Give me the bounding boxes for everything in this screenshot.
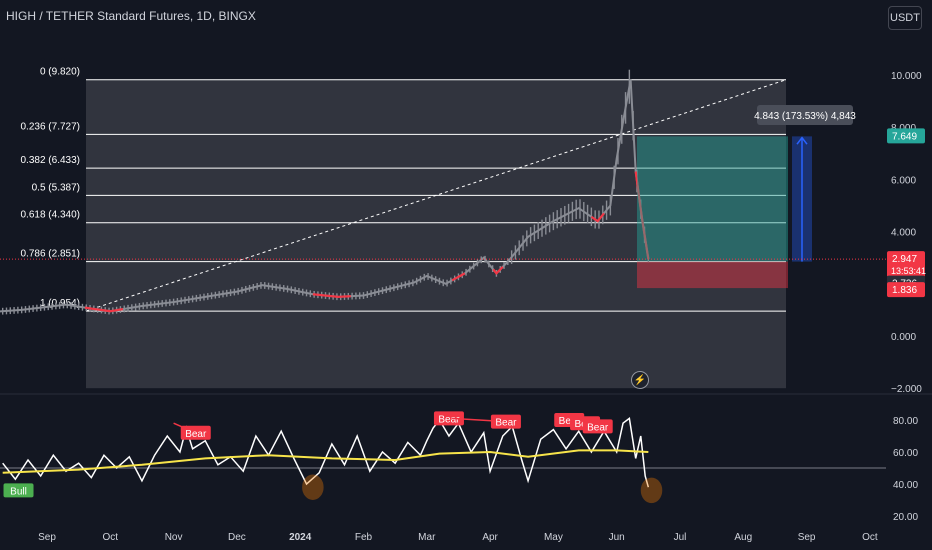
price-tag-label: 7.649 — [892, 131, 917, 142]
rsi-pane: BearBearBearBearBearBearBull — [0, 411, 886, 504]
divergence-label: Bear — [438, 414, 460, 425]
long-position-tool[interactable] — [637, 136, 788, 289]
time-axis-tick: Mar — [418, 532, 436, 543]
price-axis-tick: 6.000 — [891, 175, 916, 186]
time-axis-tick: Nov — [165, 532, 183, 543]
price-axis-tick: −2.000 — [891, 384, 922, 395]
fib-trend-line[interactable] — [85, 79, 787, 312]
fib-level-label: 0.382 (6.433) — [21, 155, 81, 166]
down-candles — [451, 272, 466, 282]
measure-label-box — [757, 105, 853, 125]
down-candles — [312, 293, 351, 298]
time-axis-tick: Feb — [355, 532, 373, 543]
divergence-badge — [490, 414, 521, 429]
price-axis-tick: 0.000 — [891, 332, 916, 343]
time-axis-tick: Jul — [674, 532, 687, 543]
time-axis-tick: Oct — [103, 532, 119, 543]
rsi-axis-tick: 80.00 — [893, 416, 918, 427]
price-axis-tick: 10.000 — [891, 71, 922, 82]
divergence-label: Bear — [185, 429, 207, 440]
chart-title: HIGH / TETHER Standard Futures, 1D, BING… — [6, 9, 256, 23]
time-axis-tick: Sep — [798, 532, 816, 543]
rsi-axis-tick: 20.00 — [893, 512, 918, 523]
time-axis-tick: Apr — [482, 532, 498, 543]
down-candles — [492, 266, 504, 276]
loss-zone[interactable] — [637, 261, 788, 289]
divergence-badge — [180, 425, 211, 440]
rsi-axis-tick: 60.00 — [893, 448, 918, 459]
time-axis-tick: Jun — [609, 532, 625, 543]
countdown-label: 13:53:41 — [891, 266, 926, 276]
fib-background — [86, 79, 786, 389]
down-candles — [84, 306, 124, 313]
divergence-label: Bull — [10, 486, 27, 497]
time-axis-tick: Aug — [734, 532, 752, 543]
time-axis-tick: Oct — [862, 532, 878, 543]
currency-button[interactable]: USDT — [888, 6, 922, 30]
time-axis-tick: 2024 — [289, 532, 312, 543]
divergence-circle — [302, 474, 324, 500]
rsi-ma-line — [2, 449, 649, 474]
price-axis-tick: 4.000 — [891, 228, 916, 239]
time-axis-tick: Dec — [228, 532, 246, 543]
rsi-line — [2, 417, 650, 488]
fib-level-label: 0.618 (4.340) — [21, 210, 81, 221]
measure-label: 4.843 (173.53%) 4,843 — [754, 111, 856, 122]
time-axis-tick: May — [544, 532, 563, 543]
down-candles — [634, 171, 650, 260]
fib-retracement[interactable]: 0 (9.820) 0.236 (7.727) 0.382 (6.433) 0.5 (… — [21, 67, 787, 389]
divergence-badge — [3, 483, 34, 498]
divergence-circle — [640, 477, 663, 504]
fib-level-label: 0.786 (2.851) — [21, 249, 81, 260]
divergence-badge — [582, 419, 613, 434]
price-tag-label: 2.947 — [892, 254, 917, 265]
axes: 10.0008.0006.0004.0002.0000.000−2.0007.6… — [0, 71, 932, 543]
lightning-icon[interactable]: ⚡ — [631, 371, 649, 389]
fib-level-label: 0 (9.820) — [40, 67, 80, 78]
down-candles — [590, 212, 605, 223]
fib-level-label: 0.5 (5.387) — [32, 182, 80, 193]
divergence-label: Bear — [559, 416, 581, 427]
profit-zone[interactable] — [637, 136, 788, 262]
price-series — [0, 69, 650, 315]
price-tag — [887, 282, 925, 298]
price-tag — [887, 128, 925, 144]
divergence-badge — [433, 411, 464, 426]
price-tag — [887, 251, 925, 278]
arrow-head — [796, 136, 808, 145]
price-range-measure[interactable]: 4.843 (173.53%) 4,843 — [754, 105, 856, 262]
rsi-axis-tick: 40.00 — [893, 480, 918, 491]
time-axis-tick: Sep — [38, 532, 56, 543]
price-tag-label: 1.836 — [892, 285, 917, 296]
divergence-label: Bear — [495, 418, 517, 429]
divergence-label: Bear — [587, 422, 609, 433]
fib-level-label: 0.236 (7.727) — [21, 121, 81, 132]
